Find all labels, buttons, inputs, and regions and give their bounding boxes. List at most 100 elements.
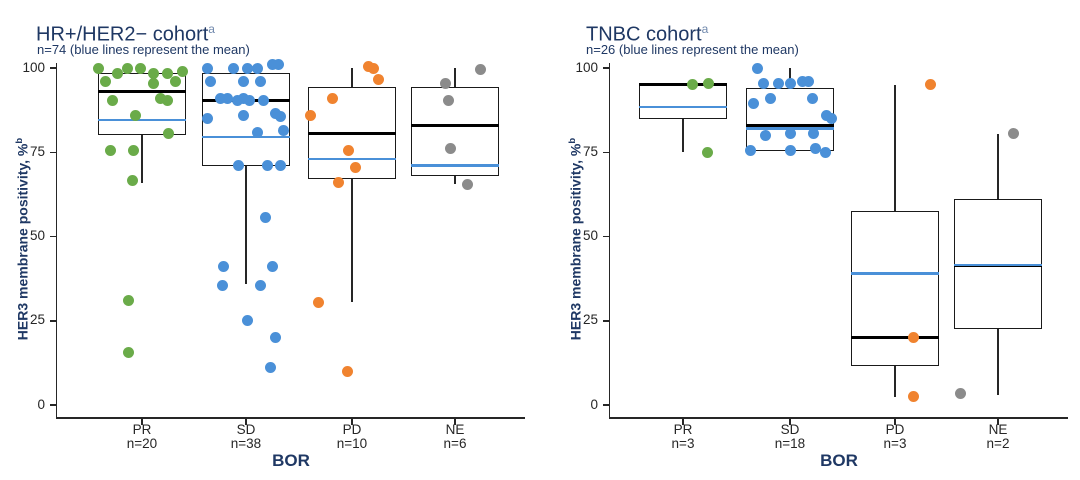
data-point <box>342 145 354 157</box>
data-point <box>266 261 278 273</box>
bor-category-label: NE <box>445 422 465 437</box>
data-point <box>259 212 271 224</box>
y-tick-label: 100 <box>22 59 45 75</box>
panel-subtitle: n=74 (blue lines represent the mean) <box>37 42 250 57</box>
x-axis-label: BOR <box>820 451 858 470</box>
data-point <box>237 75 249 87</box>
data-point <box>241 62 253 74</box>
data-point <box>349 161 361 173</box>
bor-category-label: SD <box>236 422 256 437</box>
x-tick-mark <box>245 418 247 425</box>
data-point <box>274 111 286 123</box>
data-point <box>169 75 181 87</box>
data-point <box>161 67 173 79</box>
y-tick-label: 75 <box>29 143 45 159</box>
x-tick-mark <box>351 418 353 425</box>
data-point <box>251 62 263 74</box>
data-point <box>442 94 454 106</box>
panel-title: TNBC cohorta <box>586 22 708 47</box>
y-tick-label: 25 <box>29 312 45 328</box>
data-point <box>122 295 134 307</box>
data-point <box>277 124 289 136</box>
mean-line <box>202 135 290 139</box>
data-point <box>809 143 821 155</box>
data-point <box>161 94 173 106</box>
data-point <box>232 160 244 172</box>
data-point <box>204 75 216 87</box>
x-tick-mark <box>682 418 684 425</box>
x-tick-label-sd: SD n=38 <box>201 423 291 451</box>
x-tick-label-pr: PR n=3 <box>638 423 728 451</box>
data-point <box>332 177 344 189</box>
x-axis-label: BOR <box>272 451 310 470</box>
whisker-upper <box>894 84 896 212</box>
data-point <box>231 94 243 106</box>
x-tick-label-pr: PR n=20 <box>97 423 187 451</box>
y-tick-label: 25 <box>582 312 598 328</box>
data-point <box>251 126 263 138</box>
data-point <box>254 279 266 291</box>
mean-line <box>954 263 1042 267</box>
mean-line <box>98 118 186 122</box>
data-point <box>326 92 338 104</box>
median-line <box>411 123 499 127</box>
data-point <box>237 92 249 104</box>
data-point <box>127 145 139 157</box>
panel-subtitle: n=26 (blue lines represent the mean) <box>586 42 799 57</box>
data-point <box>104 145 116 157</box>
panel-title: HR+/HER2− cohorta <box>36 22 215 47</box>
y-tick-mark <box>49 151 56 153</box>
x-axis-line <box>55 417 525 419</box>
bor-category-label: PD <box>885 422 905 437</box>
data-point <box>176 65 188 77</box>
data-point <box>261 160 273 172</box>
y-tick-label: 0 <box>590 396 598 412</box>
data-point <box>341 365 353 377</box>
bor-category-label: PR <box>673 422 693 437</box>
bor-category-n: n=20 <box>126 436 158 451</box>
data-point <box>106 94 118 106</box>
x-tick-label-pd: PD n=10 <box>307 423 397 451</box>
data-point <box>214 92 226 104</box>
data-point <box>759 129 771 141</box>
median-line <box>851 336 939 340</box>
data-point <box>134 62 146 74</box>
bor-category-n: n=18 <box>774 436 806 451</box>
panel-tnbc-cohort: TNBC cohorta n=26 (blue lines represent … <box>540 0 1080 480</box>
y-axis-line <box>55 63 57 417</box>
data-point <box>237 109 249 121</box>
data-point <box>825 113 837 125</box>
data-point <box>439 77 451 89</box>
footnote-marker-a: a <box>701 21 709 36</box>
data-point <box>257 94 269 106</box>
whisker-lower <box>997 329 999 395</box>
bor-category-n: n=6 <box>443 436 467 451</box>
whisker-lower <box>351 179 353 303</box>
whisker-lower <box>141 135 143 183</box>
whisker-upper <box>997 133 999 200</box>
data-point <box>162 128 174 140</box>
data-point <box>701 146 713 158</box>
data-point <box>274 160 286 172</box>
bor-category-n: n=3 <box>883 436 907 451</box>
y-tick-mark <box>602 320 609 322</box>
y-tick-mark <box>49 67 56 69</box>
y-tick-mark <box>49 320 56 322</box>
x-tick-mark <box>894 418 896 425</box>
bor-category-n: n=10 <box>336 436 368 451</box>
y-tick-mark <box>602 151 609 153</box>
data-point <box>99 75 111 87</box>
x-axis-line <box>608 417 1068 419</box>
panel-title-text: TNBC cohort <box>586 23 702 46</box>
mean-line <box>639 105 727 108</box>
data-point <box>924 79 936 91</box>
data-point <box>147 77 159 89</box>
data-point <box>802 75 814 87</box>
y-tick-label: 50 <box>582 228 598 243</box>
data-point <box>129 109 141 121</box>
mean-line <box>308 157 396 161</box>
bor-category-n: n=38 <box>230 436 262 451</box>
data-point <box>764 92 776 104</box>
data-point <box>444 143 456 155</box>
x-tick-label-ne: NE n=6 <box>410 423 500 451</box>
